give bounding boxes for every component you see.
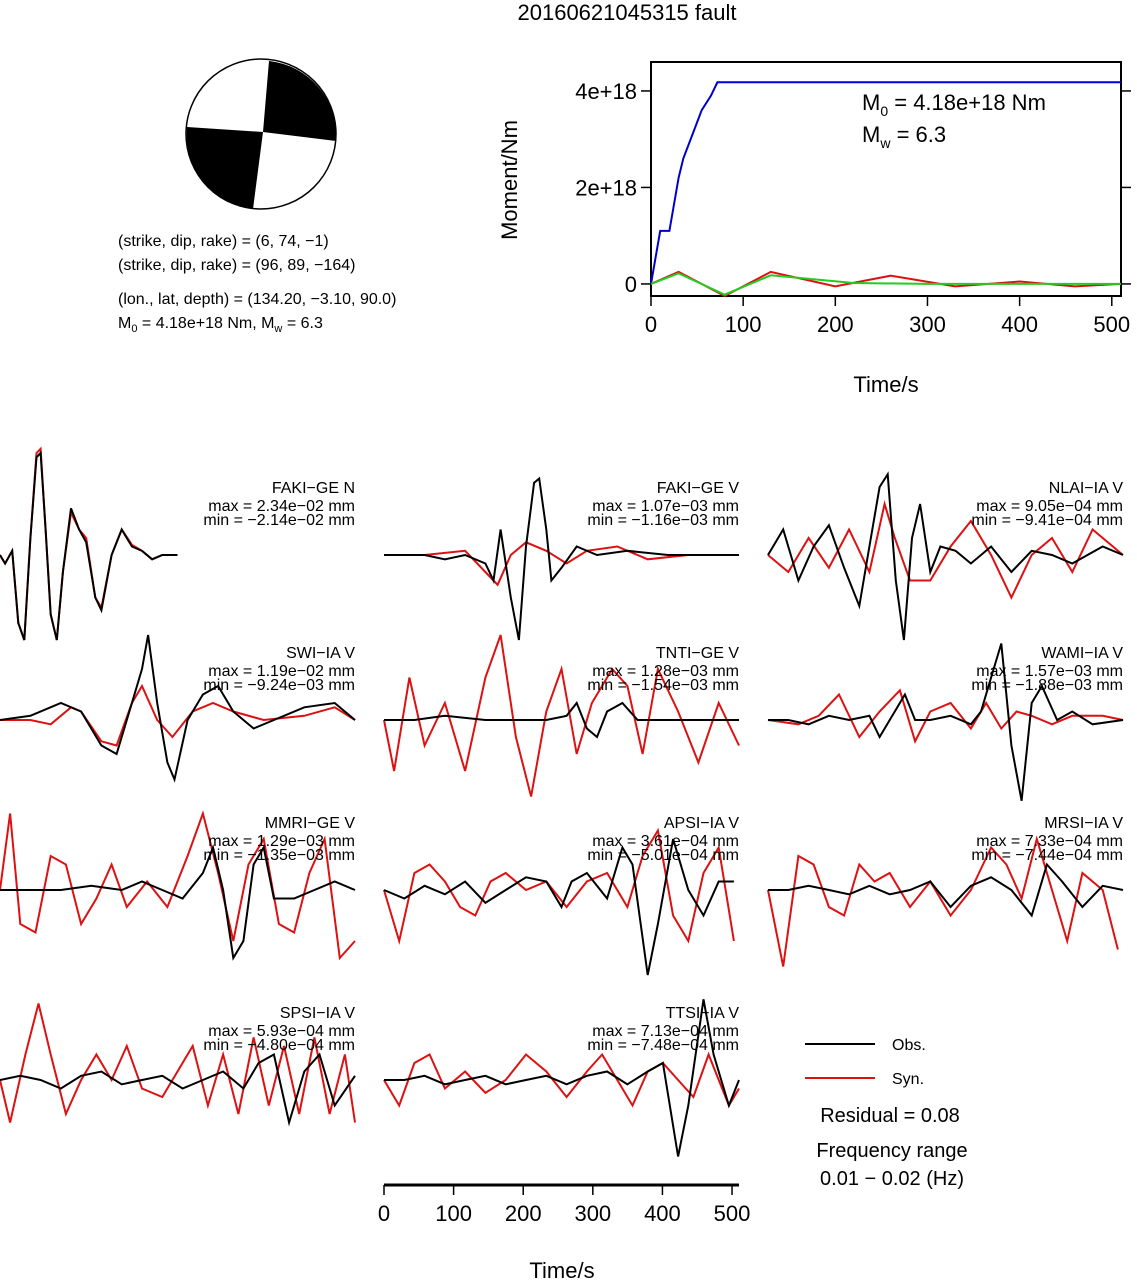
moment-xtick-label-2: 200: [817, 312, 854, 337]
residual-label: Residual = 0.08: [820, 1105, 960, 1127]
moment-series-0: [650, 81, 1121, 285]
trace-obs-1: [384, 476, 739, 641]
trace-syn-4: [383, 634, 740, 797]
figure-title: 20160621045315 fault: [518, 0, 737, 25]
station-max-9: max = 5.93e−04 mm: [208, 1023, 355, 1040]
station-max-4: max = 1.28e−03 mm: [592, 663, 739, 680]
moment-m0-annotation: M0 = 4.18e+18 Nm: [862, 90, 1046, 119]
moment-xtick-label-3: 300: [909, 312, 946, 337]
moment-xtick-label-0: 0: [645, 312, 657, 337]
station-max-5: max = 1.57e−03 mm: [976, 663, 1123, 680]
moment-ytick-label-1: 2e+18: [575, 175, 637, 200]
station-min-0: min = −2.14e−02 mm: [203, 512, 355, 529]
moment-xlabel: Time/s: [853, 372, 918, 397]
legend-syn-label: Syn.: [892, 1071, 924, 1088]
station-max-6: max = 1.29e−03 mm: [208, 833, 355, 850]
focal-line-3: (lon., lat, depth) = (134.20, −3.10, 90.…: [118, 291, 396, 308]
station-name-5: WAMI−IA V: [1041, 645, 1123, 662]
trace-obs-8: [768, 862, 1124, 918]
trace-obs-3: [0, 634, 356, 783]
station-name-10: TTSI−IA V: [666, 1005, 740, 1022]
moment-series-2: [650, 272, 1121, 296]
station-max-0: max = 2.34e−02 mm: [208, 498, 355, 515]
moment-plot-frame: [650, 61, 1122, 297]
wave-xtick-label-4: 400: [644, 1201, 681, 1226]
trace-syn-10: [383, 1051, 740, 1108]
station-max-1: max = 1.07e−03 mm: [592, 498, 739, 515]
station-max-2: max = 9.05e−04 mm: [976, 498, 1123, 515]
station-min-5: min = −1.88e−03 mm: [971, 677, 1123, 694]
trace-obs-6: [0, 844, 356, 961]
station-min-10: min = −7.48e−04 mm: [587, 1037, 739, 1054]
station-min-2: min = −9.41e−04 mm: [971, 512, 1123, 529]
station-name-3: SWI−IA V: [286, 645, 355, 662]
wave-xtick-label-2: 200: [505, 1201, 542, 1226]
wave-xtick-label-3: 300: [574, 1201, 611, 1226]
trace-obs-2: [767, 471, 1124, 641]
station-min-7: min = −5.01e−04 mm: [587, 847, 739, 864]
trace-obs-7: [383, 838, 734, 976]
trace-syn-6: [0, 810, 356, 961]
station-name-0: FAKI−GE N: [272, 480, 355, 497]
station-name-2: NLAI−IA V: [1049, 480, 1124, 497]
beachball: [185, 58, 337, 210]
trace-syn-3: [0, 683, 356, 747]
trace-syn-5: [767, 688, 1124, 744]
trace-syn-9: [0, 1003, 356, 1123]
trace-obs-0: [0, 450, 178, 641]
trace-syn-8: [767, 835, 1119, 967]
trace-obs-10: [384, 999, 740, 1157]
legend: Obs. Syn. Residual = 0.08 Frequency rang…: [805, 1037, 968, 1190]
moment-mw-annotation: Mw = 6.3: [862, 122, 946, 151]
station-max-7: max = 3.61e−04 mm: [592, 833, 739, 850]
waveform-xlabel: Time/s: [529, 1258, 594, 1281]
wave-xtick-label-1: 100: [435, 1201, 472, 1226]
trace-obs-5: [768, 643, 1124, 801]
moment-xtick-label-5: 500: [1093, 312, 1130, 337]
frequency-range: 0.01 − 0.02 (Hz): [820, 1168, 964, 1190]
station-max-10: max = 7.13e−04 mm: [592, 1023, 739, 1040]
station-name-6: MMRI−GE V: [265, 815, 356, 832]
station-max-3: max = 1.19e−02 mm: [208, 663, 355, 680]
station-max-8: max = 7.33e−04 mm: [976, 833, 1123, 850]
station-name-1: FAKI−GE V: [657, 480, 740, 497]
station-name-8: MRSI−IA V: [1044, 815, 1123, 832]
moment-xtick-label-4: 400: [1001, 312, 1038, 337]
wave-xtick-label-5: 500: [714, 1201, 751, 1226]
station-min-6: min = −1.35e−03 mm: [203, 847, 355, 864]
focal-line-1: (strike, dip, rake) = (6, 74, −1): [118, 233, 329, 250]
focal-line-2: (strike, dip, rake) = (96, 89, −164): [118, 257, 355, 274]
moment-ytick-label-2: 4e+18: [575, 79, 637, 104]
station-name-4: TNTI−GE V: [656, 645, 739, 662]
station-min-9: min = −4.80e−04 mm: [203, 1037, 355, 1054]
station-name-7: APSI−IA V: [664, 815, 739, 832]
moment-xtick-label-1: 100: [725, 312, 762, 337]
moment-chart: 0 100 200 300 400 500 0 2e+18 4e+18: [575, 61, 1131, 337]
frequency-title: Frequency range: [816, 1140, 967, 1162]
legend-obs-label: Obs.: [892, 1037, 926, 1054]
trace-syn-7: [383, 827, 735, 945]
station-name-9: SPSI−IA V: [280, 1005, 355, 1022]
station-min-8: min = −7.44e−04 mm: [971, 847, 1123, 864]
moment-ytick-label-0: 0: [625, 272, 637, 297]
trace-obs-4: [384, 701, 739, 739]
trace-obs-9: [0, 1052, 356, 1127]
station-min-3: min = −9.24e−03 mm: [203, 677, 355, 694]
station-min-4: min = −1.54e−03 mm: [587, 677, 739, 694]
trace-syn-1: [384, 541, 739, 587]
trace-syn-2: [767, 500, 1124, 600]
moment-ylabel: Moment/Nm: [497, 120, 522, 240]
station-min-1: min = −1.16e−03 mm: [587, 512, 739, 529]
wave-xtick-label-0: 0: [378, 1201, 390, 1226]
waveform-time-axis: 0 100 200 300 400 500: [378, 1183, 751, 1226]
focal-line-4: M0 = 4.18e+18 Nm, Mw = 6.3: [118, 315, 323, 335]
